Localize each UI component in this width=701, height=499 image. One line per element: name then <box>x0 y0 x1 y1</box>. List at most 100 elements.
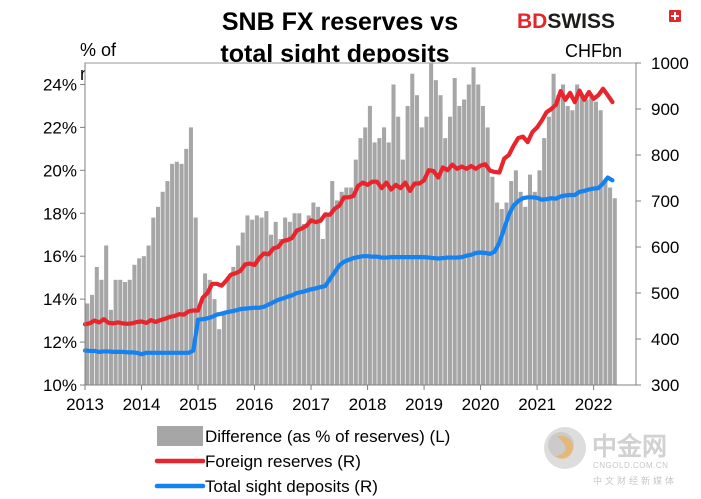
difference-bar <box>221 314 226 385</box>
difference-bar <box>542 138 547 385</box>
difference-bar <box>353 159 358 385</box>
difference-bar <box>589 95 594 385</box>
difference-bar <box>301 224 306 385</box>
difference-bar <box>118 279 123 385</box>
difference-bar <box>245 215 250 385</box>
difference-bar <box>612 198 617 385</box>
difference-bar <box>438 95 443 385</box>
x-tick-label: 2022 <box>575 395 613 414</box>
difference-bar <box>457 105 462 386</box>
difference-bar <box>132 264 137 385</box>
right-tick-label: 500 <box>651 284 679 303</box>
difference-bar <box>565 105 570 386</box>
difference-bar <box>532 191 537 385</box>
left-tick-label: 16% <box>43 247 77 266</box>
difference-bar <box>250 219 255 385</box>
x-tick-label: 2019 <box>405 395 443 414</box>
difference-bar <box>527 174 533 385</box>
difference-bars <box>85 63 617 386</box>
difference-bar <box>165 181 170 385</box>
difference-bar <box>598 110 603 385</box>
difference-bar <box>593 101 598 385</box>
difference-bar <box>518 191 523 385</box>
difference-bar <box>236 245 241 385</box>
axes: 10% 12% 14% 16% 18% 20% 22% 24% 300 400 500 600 700 8… <box>43 54 689 414</box>
difference-bar <box>179 163 184 385</box>
foreign-reserves-line <box>82 86 615 327</box>
watermark-domain: CNGOLD.COM.CN <box>593 461 668 470</box>
left-tick-label: 18% <box>43 204 77 223</box>
difference-bar <box>330 181 335 385</box>
legend-label: Total sight deposits (R) <box>205 477 378 496</box>
watermark: 中金网 CNGOLD.COM.CN 中文财经新媒体 <box>544 427 674 487</box>
x-tick-label: 2013 <box>66 395 104 414</box>
difference-bar <box>490 176 495 385</box>
right-tick-label: 600 <box>651 238 679 257</box>
x-tick-label: 2015 <box>179 395 217 414</box>
difference-bar <box>94 266 99 385</box>
difference-bar <box>123 281 128 385</box>
difference-bar <box>513 170 518 385</box>
legend-label: Difference (as % of reserves) (L) <box>205 427 450 446</box>
left-tick-label: 22% <box>43 118 77 137</box>
difference-bar <box>320 239 325 385</box>
difference-bar <box>316 206 321 385</box>
difference-bar <box>297 213 302 385</box>
difference-bar <box>146 245 151 385</box>
left-axis-unit-line-1: % of <box>80 40 117 60</box>
difference-bar <box>358 138 363 385</box>
chart-title-line-1: SNB FX reserves vs <box>222 8 458 36</box>
left-tick-label: 20% <box>43 161 77 180</box>
brand-logo: BDSWISS <box>517 10 681 33</box>
difference-bar <box>561 84 566 385</box>
difference-bar <box>259 217 264 385</box>
difference-bar <box>400 159 405 385</box>
difference-bar <box>344 187 349 385</box>
cngold-logo-icon <box>544 427 586 469</box>
difference-bar <box>575 84 580 385</box>
difference-bar <box>325 215 330 385</box>
difference-bar <box>471 67 476 385</box>
difference-bar <box>377 138 382 385</box>
difference-bar <box>367 105 372 386</box>
difference-bar <box>278 239 283 385</box>
difference-bar <box>85 303 90 385</box>
difference-bar <box>292 213 297 385</box>
left-tick-label: 24% <box>43 75 77 94</box>
difference-bar <box>452 78 457 385</box>
right-axis-unit: CHFbn <box>565 41 622 61</box>
series-lines <box>82 86 615 357</box>
difference-bar <box>273 221 278 385</box>
left-tick-label: 10% <box>43 376 77 395</box>
difference-bar <box>462 99 467 386</box>
difference-bar <box>311 202 316 385</box>
difference-bar <box>349 187 354 385</box>
right-tick-label: 1000 <box>651 54 689 73</box>
difference-bar <box>570 110 575 385</box>
difference-bar <box>608 187 613 385</box>
difference-bar <box>104 245 109 385</box>
x-tick-label: 2021 <box>518 395 556 414</box>
difference-bar <box>546 116 551 386</box>
difference-bar <box>433 80 438 386</box>
sight-deposits-line <box>82 175 615 357</box>
difference-bar <box>193 217 198 385</box>
legend-bar-swatch <box>157 426 203 446</box>
brand-logo-text: BDSWISS <box>517 10 615 33</box>
difference-bar <box>198 305 203 385</box>
watermark-name: 中金网 <box>592 432 667 461</box>
difference-bar <box>480 105 485 386</box>
right-tick-label: 300 <box>651 376 679 395</box>
difference-bar <box>203 273 208 385</box>
right-tick-label: 900 <box>651 100 679 119</box>
difference-bar <box>405 105 410 386</box>
left-tick-label: 14% <box>43 290 77 309</box>
difference-bar <box>231 266 236 385</box>
difference-bar <box>306 215 311 385</box>
difference-bar <box>254 215 259 385</box>
difference-bar <box>523 206 528 385</box>
difference-bar <box>551 73 556 385</box>
difference-bar <box>188 127 193 386</box>
difference-bar <box>410 73 415 385</box>
difference-bar <box>504 202 509 385</box>
